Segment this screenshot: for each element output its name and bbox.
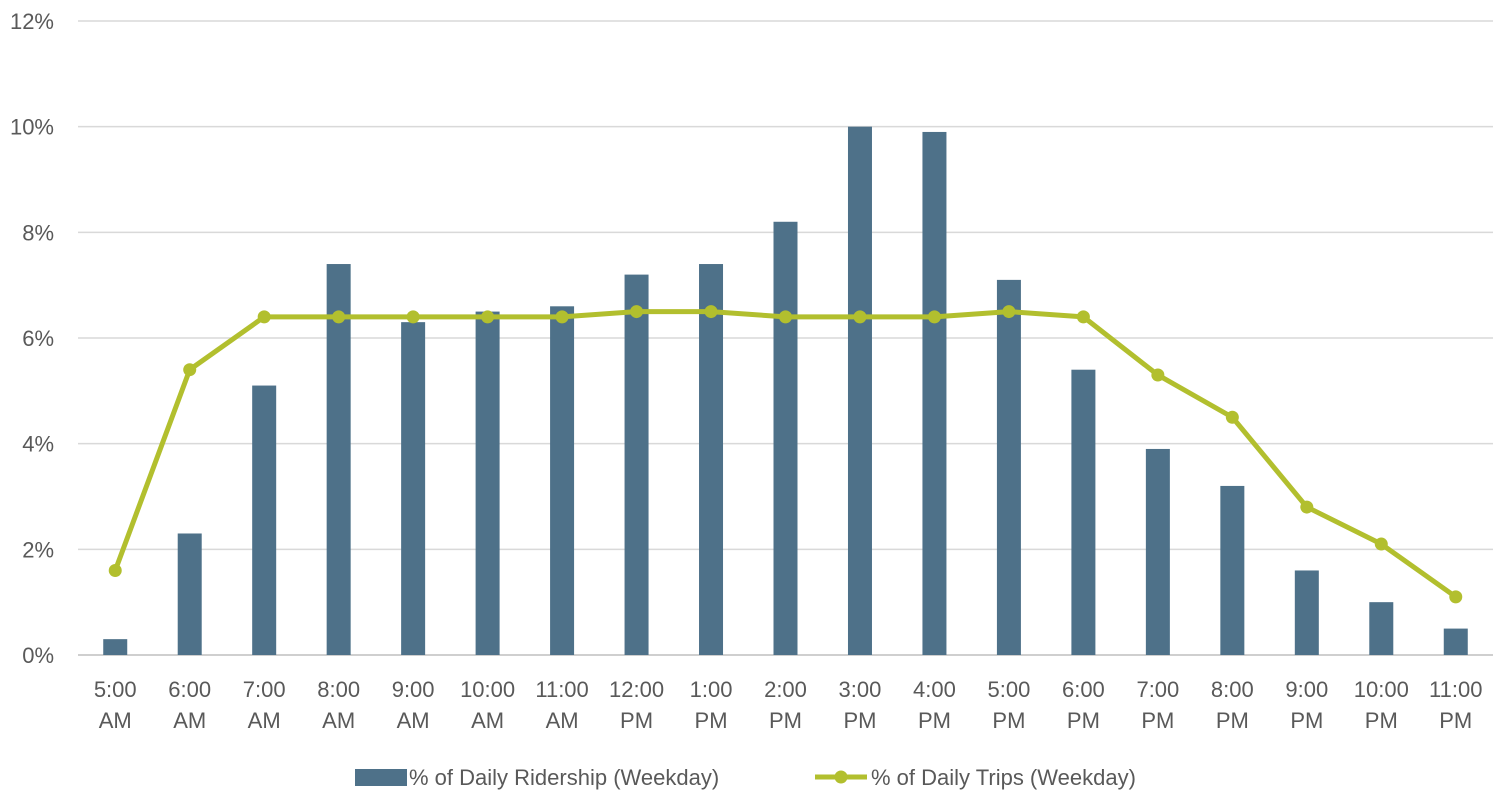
y-tick-label: 2% (22, 537, 54, 562)
trips-point (1300, 500, 1314, 514)
trips-point (853, 310, 867, 324)
y-axis: 0% 2% 4% 6% 8% 10% 12% (10, 9, 54, 668)
ridership-bars (103, 126, 1468, 655)
x-tick-label: 8:00 PM (1211, 677, 1254, 733)
ridership-bar (252, 385, 277, 655)
trips-point (630, 305, 644, 319)
trips-point (1449, 590, 1463, 604)
legend-label-ridership: % of Daily Ridership (Weekday) (409, 765, 719, 790)
trips-point (1151, 368, 1165, 382)
x-tick-label: 6:00 AM (168, 677, 211, 733)
ridership-bar (177, 533, 202, 655)
x-axis: 5:00 AM 6:00 AM 7:00 AM 8:00 AM 9:00 AM 10:00 AM 11:… (94, 677, 1483, 733)
trips-point (1002, 305, 1016, 319)
ridership-bar (1071, 369, 1096, 655)
x-tick-label: 2:00 PM (764, 677, 807, 733)
x-tick-label: 10:00 AM (460, 677, 515, 733)
trips-point (183, 363, 197, 377)
ridership-bar (1294, 570, 1319, 655)
x-tick-label: 12:00 PM (609, 677, 664, 733)
ridership-bar (773, 221, 798, 655)
trips-point (1374, 537, 1388, 551)
ridership-bar (1369, 602, 1394, 655)
trips-point (704, 305, 718, 319)
y-tick-label: 12% (10, 9, 54, 34)
legend: % of Daily Ridership (Weekday) % of Daily… (355, 765, 1136, 790)
y-tick-label: 0% (22, 643, 54, 668)
x-tick-label: 7:00 AM (243, 677, 286, 733)
trips-point (779, 310, 792, 324)
ridership-bar (699, 264, 724, 655)
x-tick-label: 11:00 PM (1429, 677, 1482, 733)
x-tick-label: 11:00 AM (535, 677, 588, 733)
ridership-bar (475, 311, 500, 655)
trips-point (332, 310, 346, 324)
trips-line (108, 305, 1463, 604)
y-tick-label: 4% (22, 432, 54, 457)
ridership-bar (103, 639, 128, 655)
x-tick-label: 6:00 PM (1062, 677, 1105, 733)
x-tick-label: 10:00 PM (1354, 677, 1409, 733)
trips-point (257, 310, 271, 324)
legend-swatch-ridership (355, 769, 407, 786)
legend-swatch-trips-marker (834, 770, 848, 784)
x-tick-label: 5:00 PM (988, 677, 1031, 733)
trips-point (108, 563, 122, 577)
trips-point (1076, 310, 1090, 324)
legend-label-trips: % of Daily Trips (Weekday) (871, 765, 1136, 790)
ridership-bar (847, 126, 872, 655)
x-tick-label: 9:00 PM (1285, 677, 1328, 733)
trips-point (555, 310, 569, 324)
x-tick-label: 1:00 PM (690, 677, 733, 733)
x-tick-label: 5:00 AM (94, 677, 137, 733)
ridership-bar (922, 131, 947, 655)
ridership-bar (1145, 448, 1170, 655)
x-tick-label: 4:00 PM (913, 677, 956, 733)
trips-point (927, 310, 941, 324)
y-tick-label: 10% (10, 115, 54, 140)
trips-point (406, 310, 420, 324)
y-tick-label: 8% (22, 220, 54, 245)
x-tick-label: 8:00 AM (317, 677, 360, 733)
trips-point (1225, 410, 1239, 424)
ridership-bar (624, 274, 649, 655)
trips-point (481, 310, 495, 324)
ridership-bar (996, 279, 1021, 655)
ridership-bar (1443, 628, 1468, 655)
ridership-bar (401, 322, 426, 655)
ridership-bar (550, 306, 575, 655)
ridership-bar (326, 264, 351, 655)
x-tick-label: 9:00 AM (392, 677, 435, 733)
y-tick-label: 6% (22, 326, 54, 351)
ridership-bar (1220, 485, 1245, 655)
x-tick-label: 7:00 PM (1136, 677, 1179, 733)
x-tick-label: 3:00 PM (839, 677, 882, 733)
